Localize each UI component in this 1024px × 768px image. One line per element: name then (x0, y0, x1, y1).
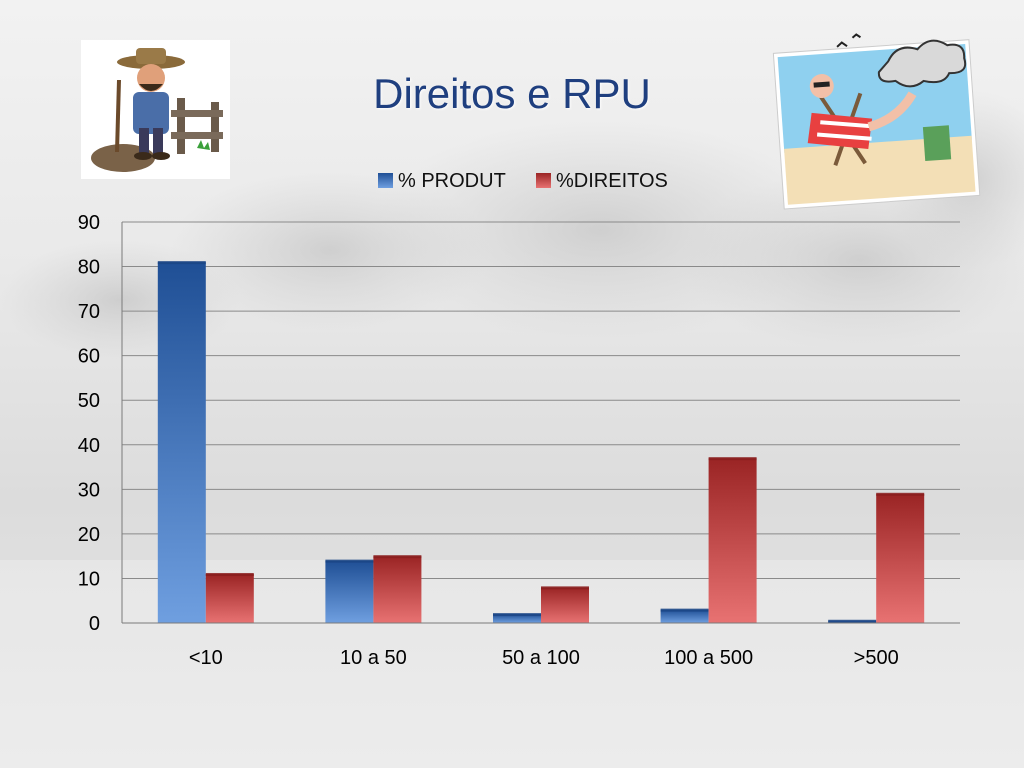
y-tick-label: 30 (78, 479, 100, 501)
bar-produt (325, 561, 373, 623)
legend: % PRODUT %DIREITOS (378, 170, 668, 192)
y-tick-label: 10 (78, 568, 100, 590)
gridlines (122, 222, 960, 623)
y-tick-label: 80 (78, 257, 100, 279)
beach-relax-clipart-image (772, 22, 990, 210)
bar-direitos (206, 574, 254, 623)
bar-top-edge (876, 493, 924, 496)
x-tick-label: 50 a 100 (502, 647, 580, 669)
legend-swatch (378, 173, 393, 188)
bar-top-edge (709, 457, 757, 460)
x-tick-label: <10 (189, 647, 223, 669)
y-tick-label: 20 (78, 524, 100, 546)
y-tick-label: 40 (78, 435, 100, 457)
bar-top-edge (325, 560, 373, 563)
bar-top-edge (373, 555, 421, 558)
bar-top-edge (206, 573, 254, 576)
legend-entry: % PRODUT (398, 170, 506, 192)
bar-produt (661, 610, 709, 623)
x-tick-label: 10 a 50 (340, 647, 407, 669)
bar-top-edge (493, 613, 541, 616)
y-tick-label: 60 (78, 346, 100, 368)
bar-direitos (373, 556, 421, 623)
legend-entry: %DIREITOS (556, 170, 668, 192)
y-tick-label: 0 (89, 613, 100, 635)
farmer-clipart-image (81, 40, 230, 179)
y-tick-label: 70 (78, 301, 100, 323)
bar-top-edge (828, 620, 876, 623)
x-tick-label: >500 (854, 647, 899, 669)
y-tick-label: 90 (78, 212, 100, 234)
bar-top-edge (661, 609, 709, 612)
legend-swatch (536, 173, 551, 188)
slide-title: Direitos e RPU (312, 70, 712, 118)
bar-direitos (876, 494, 924, 623)
y-tick-label: 50 (78, 390, 100, 412)
bar-top-edge (541, 586, 589, 589)
bar-produt (158, 262, 206, 623)
bars (158, 261, 924, 623)
bar-direitos (709, 458, 757, 623)
x-tick-label: 100 a 500 (664, 647, 753, 669)
bar-direitos (541, 587, 589, 623)
bar-top-edge (158, 261, 206, 264)
